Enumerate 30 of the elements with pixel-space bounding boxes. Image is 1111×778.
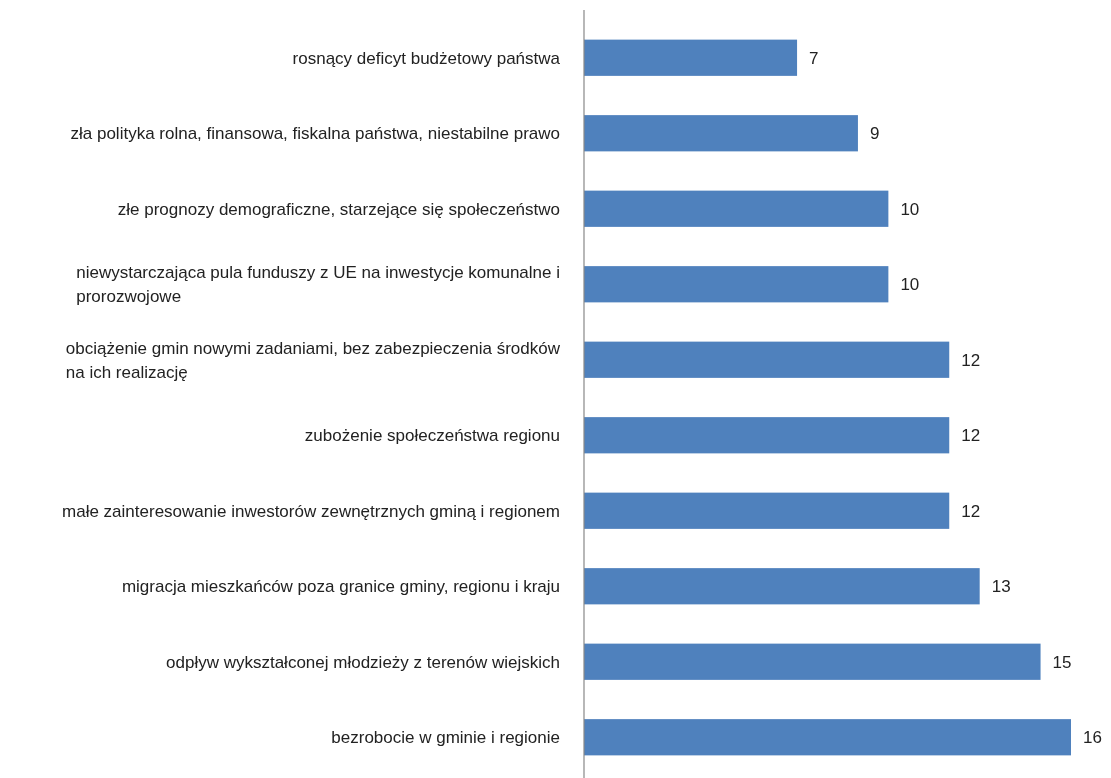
- data-label: 10: [900, 275, 920, 295]
- bar: [584, 568, 980, 605]
- y-tick-label: odpływ wykształconej młodzieży z terenów wiejskich: [166, 652, 560, 672]
- data-label: 12: [961, 501, 981, 521]
- y-tick-label: złe prognozy demograficzne, starzejące się społeczeństwo: [117, 199, 560, 219]
- data-label: 9: [869, 124, 880, 144]
- data-label: 10: [900, 199, 920, 219]
- bar: [584, 39, 798, 76]
- y-tick-label: rosnący deficyt budżetowy państwa: [292, 48, 561, 68]
- bar: [584, 115, 858, 152]
- data-label: 12: [961, 350, 981, 370]
- data-label: 13: [991, 577, 1011, 597]
- y-tick-label: zubożenie społeczeństwa regionu: [304, 426, 560, 446]
- y-tick-label: migracja mieszkańców poza granice gminy, regionu i kraju: [121, 577, 560, 597]
- y-tick-label: niewystarczająca pula funduszy z UE na inwestycje komunalne i prorozwojowe: [76, 263, 560, 307]
- bar: [584, 719, 1071, 756]
- bar: [584, 417, 950, 454]
- data-label: 16: [1083, 728, 1102, 748]
- y-tick-label: obciążenie gmin nowymi zadaniami, bez zabezpieczenia środków na ich realizację: [65, 338, 561, 382]
- bar: [584, 190, 889, 227]
- bar: [584, 492, 950, 529]
- data-label: 7: [809, 48, 819, 68]
- data-label: 15: [1052, 652, 1072, 672]
- bar: [584, 643, 1041, 680]
- y-tick-label: bezrobocie w gminie i regionie: [331, 728, 560, 748]
- bar: [584, 341, 950, 378]
- y-tick-label: zła polityka rolna, finansowa, fiskalna państwa, niestabilne prawo: [70, 124, 560, 144]
- y-tick-label: małe zainteresowanie inwestorów zewnętrznych gminą i regionem: [62, 501, 560, 521]
- data-label: 12: [961, 426, 981, 446]
- bar: [584, 266, 889, 303]
